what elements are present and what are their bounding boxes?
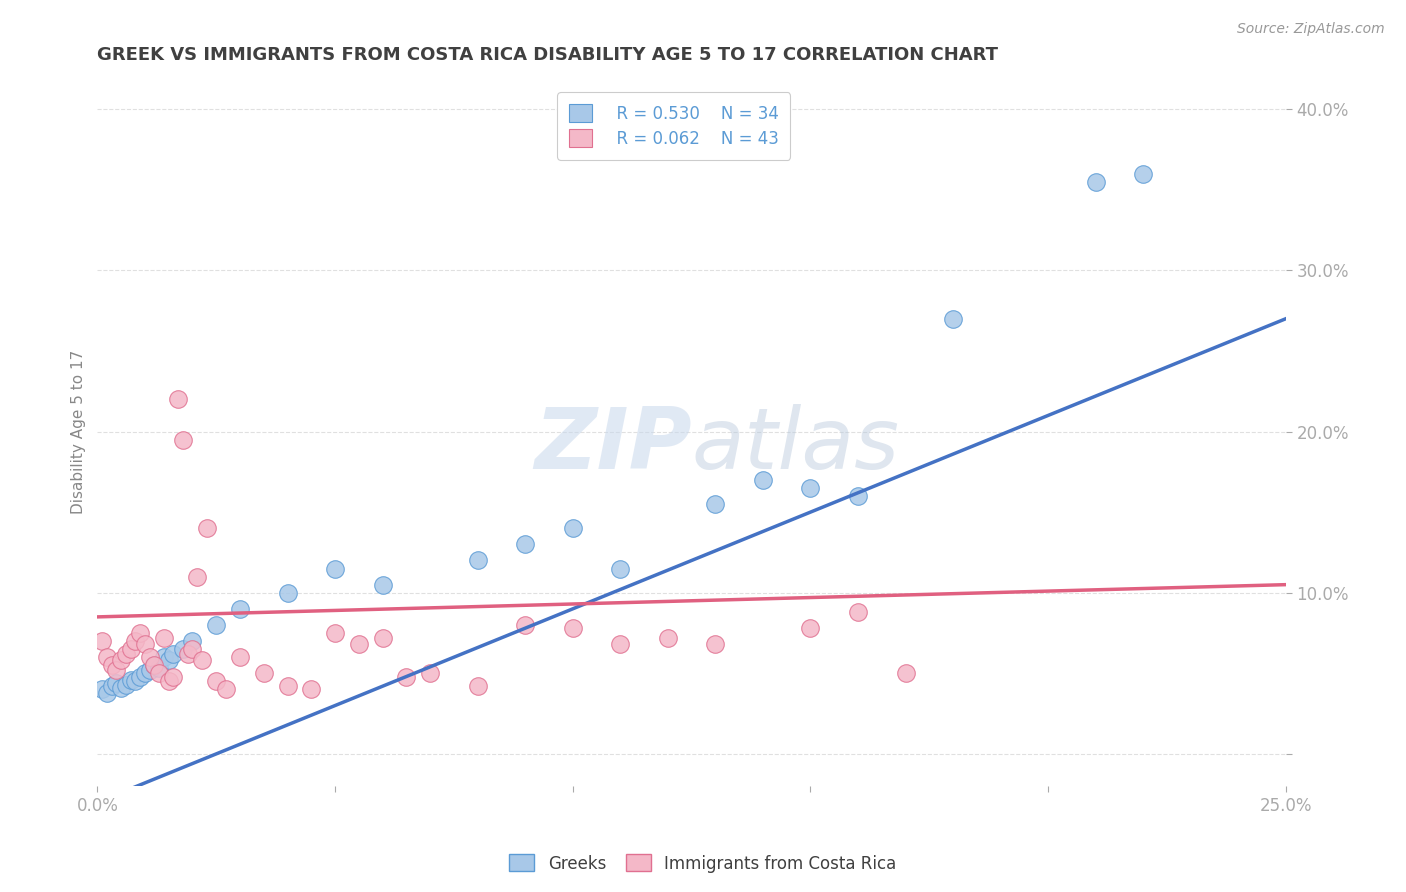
- Point: [143, 658, 166, 673]
- Point: [704, 637, 727, 651]
- Point: [157, 674, 180, 689]
- Point: [799, 621, 821, 635]
- Point: [105, 676, 128, 690]
- Point: [115, 677, 138, 691]
- Point: [215, 682, 238, 697]
- Point: [129, 626, 152, 640]
- Point: [467, 553, 489, 567]
- Point: [148, 661, 170, 675]
- Point: [846, 605, 869, 619]
- Point: [299, 682, 322, 697]
- Point: [229, 650, 252, 665]
- Text: atlas: atlas: [692, 404, 900, 487]
- Point: [100, 679, 122, 693]
- Point: [371, 577, 394, 591]
- Point: [561, 621, 583, 635]
- Point: [176, 647, 198, 661]
- Point: [205, 674, 228, 689]
- Point: [205, 618, 228, 632]
- Point: [467, 679, 489, 693]
- Point: [799, 481, 821, 495]
- Point: [395, 669, 418, 683]
- Point: [419, 666, 441, 681]
- Point: [91, 682, 114, 697]
- Point: [1132, 167, 1154, 181]
- Point: [91, 634, 114, 648]
- Text: GREEK VS IMMIGRANTS FROM COSTA RICA DISABILITY AGE 5 TO 17 CORRELATION CHART: GREEK VS IMMIGRANTS FROM COSTA RICA DISA…: [97, 46, 998, 64]
- Point: [96, 650, 118, 665]
- Point: [752, 473, 775, 487]
- Point: [1084, 175, 1107, 189]
- Point: [157, 653, 180, 667]
- Point: [323, 561, 346, 575]
- Point: [96, 686, 118, 700]
- Y-axis label: Disability Age 5 to 17: Disability Age 5 to 17: [72, 350, 86, 514]
- Point: [138, 663, 160, 677]
- Point: [347, 637, 370, 651]
- Point: [162, 647, 184, 661]
- Point: [124, 674, 146, 689]
- Point: [172, 642, 194, 657]
- Point: [894, 666, 917, 681]
- Point: [181, 642, 204, 657]
- Point: [162, 669, 184, 683]
- Text: ZIP: ZIP: [534, 404, 692, 487]
- Point: [138, 650, 160, 665]
- Point: [704, 497, 727, 511]
- Point: [134, 666, 156, 681]
- Legend: Greeks, Immigrants from Costa Rica: Greeks, Immigrants from Costa Rica: [503, 847, 903, 880]
- Point: [110, 653, 132, 667]
- Point: [942, 311, 965, 326]
- Point: [110, 681, 132, 695]
- Point: [172, 433, 194, 447]
- Point: [195, 521, 218, 535]
- Point: [115, 647, 138, 661]
- Point: [105, 663, 128, 677]
- Point: [276, 679, 298, 693]
- Point: [100, 658, 122, 673]
- Point: [153, 631, 176, 645]
- Point: [515, 537, 537, 551]
- Point: [609, 637, 631, 651]
- Point: [846, 489, 869, 503]
- Point: [561, 521, 583, 535]
- Point: [181, 634, 204, 648]
- Point: [124, 634, 146, 648]
- Point: [191, 653, 214, 667]
- Point: [229, 602, 252, 616]
- Point: [186, 569, 208, 583]
- Point: [120, 642, 142, 657]
- Point: [129, 669, 152, 683]
- Text: Source: ZipAtlas.com: Source: ZipAtlas.com: [1237, 22, 1385, 37]
- Point: [153, 650, 176, 665]
- Point: [371, 631, 394, 645]
- Point: [134, 637, 156, 651]
- Legend:   R = 0.530    N = 34,   R = 0.062    N = 43: R = 0.530 N = 34, R = 0.062 N = 43: [557, 92, 790, 160]
- Point: [120, 673, 142, 687]
- Point: [657, 631, 679, 645]
- Point: [167, 392, 190, 407]
- Point: [276, 585, 298, 599]
- Point: [148, 666, 170, 681]
- Point: [515, 618, 537, 632]
- Point: [143, 658, 166, 673]
- Point: [609, 561, 631, 575]
- Point: [323, 626, 346, 640]
- Point: [253, 666, 276, 681]
